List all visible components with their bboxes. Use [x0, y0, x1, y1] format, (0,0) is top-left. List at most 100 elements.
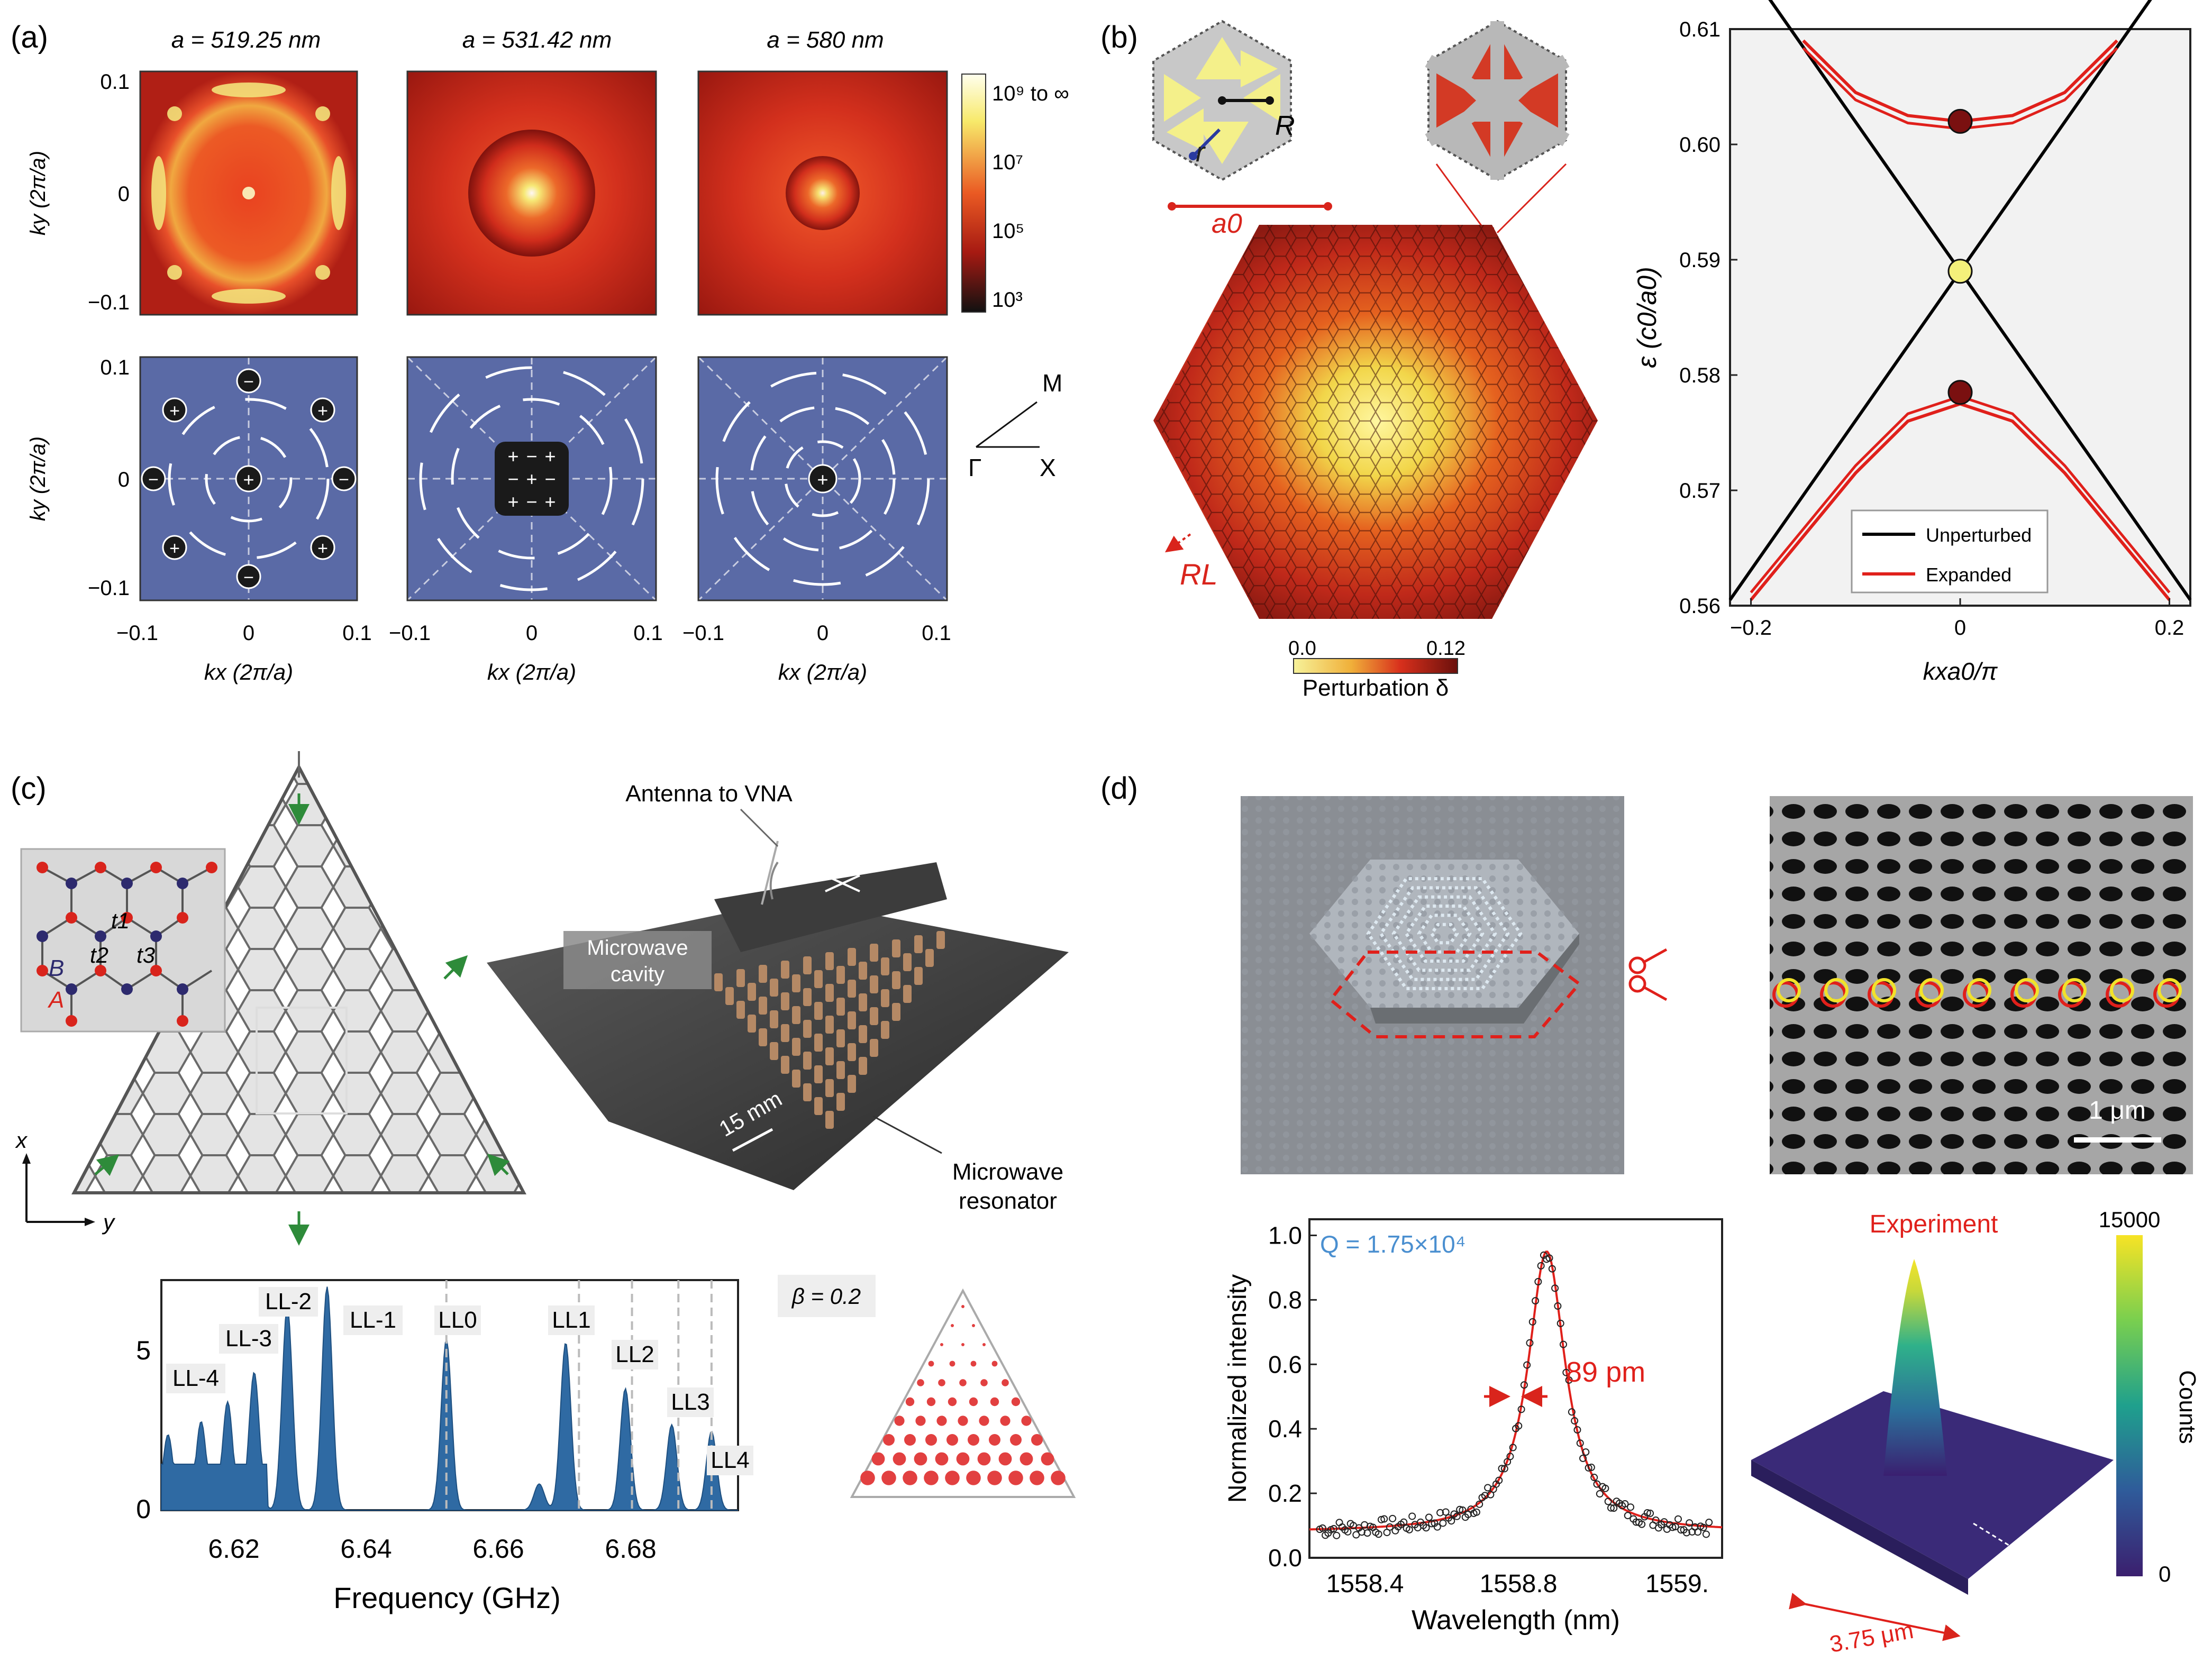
band-ylabel: ε (c0/a0) [1632, 267, 1662, 368]
label-A: A [47, 987, 64, 1013]
q-chart: Q = 1.75×10⁴ 89 pm 1.0 0.8 0.6 0.4 0.2 0.0 No… [1224, 1218, 1723, 1636]
resonator-pillar [781, 992, 789, 1010]
resonator-pillar [792, 1006, 800, 1024]
resonator-pillar [803, 988, 812, 1006]
charge-minus: − [526, 491, 537, 513]
sem-yellow-ring [2158, 978, 2182, 1002]
band-chart: 0.61 0.60 0.59 0.58 0.57 0.56 −0.2 0 0.2 Unpertu… [1632, 0, 2192, 685]
resonator-pillar [792, 1038, 800, 1056]
charge-minus: − [526, 445, 537, 467]
beta-dot [1021, 1416, 1032, 1426]
q-data-point [1363, 1529, 1371, 1537]
heatmap-a1-lobes [151, 83, 346, 304]
q-data-point [1333, 1531, 1341, 1539]
beta-dot [977, 1452, 991, 1466]
beta-dot [987, 1471, 1002, 1485]
a-xlabel-2: kx (2π/a) [487, 660, 576, 684]
q-data-point [1674, 1515, 1682, 1523]
q-data-point [1330, 1524, 1337, 1532]
lattice-inset: t1 t2 t3 B A [20, 848, 226, 1033]
q-data-point [1428, 1520, 1436, 1528]
panel-c: t1 t2 t3 B A x y Mi [15, 751, 1076, 1614]
beta-dot [969, 1397, 978, 1407]
charge-minus: − [507, 468, 518, 490]
charge-plus: + [507, 445, 518, 467]
q-data-point [1646, 1509, 1654, 1517]
label-t3: t3 [136, 943, 155, 967]
beta-dot [980, 1379, 988, 1386]
resonator-pillar [848, 1043, 856, 1061]
q-data-point [1621, 1500, 1629, 1508]
beta-dot [966, 1471, 981, 1485]
q-data-point [1585, 1464, 1592, 1472]
beta-dot [904, 1434, 916, 1446]
title-a3: a = 580 nm [767, 27, 884, 53]
resonator-pillar [892, 1003, 900, 1021]
hex-ring [1379, 886, 1510, 981]
ll-label-1: LL-3 [225, 1326, 272, 1351]
beta-dot [956, 1452, 970, 1466]
q-data-point [1643, 1509, 1651, 1517]
beta-dot [948, 1397, 957, 1407]
q-data-point [1495, 1476, 1503, 1484]
cbar-a-tick-3: 10³ [992, 288, 1023, 312]
spec-xtick-2: 6.66 [472, 1534, 524, 1564]
cbar-d-max: 15000 [2099, 1207, 2161, 1232]
q-data-point [1448, 1517, 1455, 1525]
beta-dot [968, 1434, 979, 1446]
q-data-point [1436, 1509, 1444, 1517]
beta-dot [946, 1434, 958, 1446]
resonator-pillar [825, 952, 834, 970]
q-ytick-label: 0.8 [1268, 1286, 1302, 1313]
sem-yellow-ring [1919, 978, 1944, 1002]
panel-b: R r a0 RL [1152, 0, 2192, 701]
q-data-point [1453, 1512, 1461, 1520]
legend-expanded: Expanded [1926, 564, 2011, 586]
q-data-point [1652, 1516, 1660, 1524]
spectrum-chart: LL-4LL-3 LL-2 LL-1 LL0 LL1 LL2 LL3 LL4 5 0 6.62… [136, 1279, 753, 1614]
q-fit [1309, 1250, 1723, 1531]
fwhm-label: 89 pm [1566, 1356, 1645, 1388]
q-ytick-label: 0.2 [1268, 1480, 1302, 1507]
c-axes: x y [15, 1128, 116, 1235]
resonator-pillar [759, 965, 767, 983]
ll-label-2: LL-2 [265, 1289, 312, 1314]
resonator-pillar [881, 957, 889, 975]
q-data-point [1506, 1453, 1514, 1460]
q-data-point [1405, 1526, 1413, 1533]
resonator-pillar [848, 1075, 856, 1093]
spectrum-area [161, 1286, 738, 1511]
resonator-pillar [903, 953, 912, 971]
resonator-pillar [770, 1010, 778, 1028]
vector-field-a3: + [697, 356, 948, 601]
q-xlabel: Wavelength (nm) [1412, 1605, 1620, 1636]
q-data-point [1389, 1514, 1397, 1522]
q-fit-line [1309, 1250, 1723, 1531]
charge-plus: + [544, 445, 556, 467]
beta-dot [982, 1343, 986, 1346]
a-ytick-bot-1: 0 [118, 468, 130, 491]
slab-render [1241, 796, 1668, 1174]
resonator-pillar [892, 971, 900, 989]
ll-label-bg [667, 1387, 714, 1417]
beta-dot [905, 1397, 915, 1407]
q-data-point [1627, 1503, 1635, 1511]
q-ytick-label: 1.0 [1268, 1221, 1302, 1249]
hex-ring [1391, 895, 1497, 972]
beta-dot [881, 1471, 896, 1485]
resonator-pillar [925, 949, 934, 967]
resonator-pillar [770, 1042, 778, 1060]
sem-yellow-ring [1872, 978, 1896, 1002]
cbar-d-label: Counts [2174, 1370, 2200, 1444]
beta-dot [924, 1471, 939, 1485]
q-xtick-2: 1559. [1645, 1570, 1709, 1598]
resonator-pillar [825, 1111, 834, 1129]
q-data-point [1568, 1408, 1576, 1416]
beta-dot [915, 1416, 926, 1426]
q-data-point [1380, 1515, 1388, 1523]
resonator-pillar [859, 1057, 867, 1075]
beta-dot [883, 1434, 895, 1446]
beta-dot [1051, 1471, 1066, 1485]
q-data-point [1515, 1422, 1523, 1430]
resonator-pillar [825, 1079, 834, 1097]
